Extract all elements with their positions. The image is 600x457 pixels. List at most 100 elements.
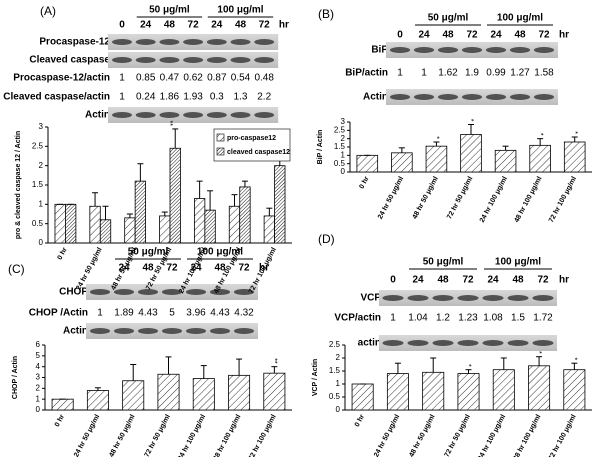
row-label: Actin — [85, 110, 110, 121]
x-tick-label: 72 hr 50 μg/ml — [444, 413, 472, 457]
bar — [494, 149, 517, 173]
bar — [425, 145, 448, 173]
blot-band — [413, 47, 435, 53]
blot-band — [407, 295, 429, 301]
bar — [457, 373, 480, 411]
time-label: 48 — [142, 263, 154, 274]
time-label: 48 — [437, 275, 449, 286]
group-label: 100 μg/ml — [497, 13, 543, 24]
y-tick-label: 2.5 — [334, 125, 346, 134]
group-label: 50 μg/ml — [423, 257, 464, 268]
ratio-value: 1.89 — [114, 308, 134, 319]
significance: ** — [166, 120, 173, 126]
y-axis-label: pro & cleaved caspase 12 / Actin — [15, 131, 22, 239]
x-tick-label: 48 hr 100 μg/ml — [212, 413, 242, 457]
y-tick-label: 0.5 — [32, 219, 44, 228]
blot-band — [485, 94, 507, 100]
time-label: 24 — [118, 263, 130, 274]
x-tick-label: 72 hr 100 μg/ml — [548, 175, 578, 223]
blot-band — [509, 47, 531, 53]
group-label: 50 μg/ml — [128, 247, 169, 258]
bar — [204, 209, 216, 244]
y-tick-label: 3 — [341, 117, 346, 126]
blot-band — [89, 289, 111, 295]
bar — [193, 198, 206, 244]
x-tick-label: 0 hr — [54, 413, 66, 428]
blot-band — [206, 39, 227, 45]
blot-band — [507, 340, 529, 346]
row-label: Actin — [63, 326, 88, 337]
y-tick-label: 1 — [39, 199, 44, 208]
significance: * — [465, 364, 472, 367]
group-label: 50 μg/ml — [149, 5, 190, 16]
row-label: VCP/actin — [334, 313, 381, 324]
x-tick-label: 72 hr 100 μg/ml — [548, 413, 578, 457]
ratio-value: 4.43 — [138, 308, 158, 319]
ratio-value: 1.2 — [436, 313, 450, 324]
bar — [356, 154, 379, 173]
ratio-value: 1.08 — [483, 313, 503, 324]
blot-band — [233, 328, 255, 334]
time-label: 24 — [211, 20, 223, 31]
blot-band — [389, 47, 411, 53]
y-axis-label: CHOP / Actin — [12, 356, 19, 399]
blot-band — [254, 39, 275, 45]
significance: * — [467, 119, 474, 122]
y-tick-label: 5 — [36, 351, 41, 360]
blot-band — [382, 340, 404, 346]
time-label: 24 — [412, 275, 424, 286]
time-unit: hr — [279, 20, 289, 31]
x-tick-label: 48 hr 50 μg/ml — [408, 413, 436, 457]
bar — [563, 141, 586, 173]
x-tick-label: 24 hr 50 μg/ml — [73, 413, 101, 457]
blot-band — [112, 57, 132, 63]
x-tick-label: 72 hr 50 μg/ml — [446, 175, 474, 220]
ratio-value: 0.62 — [183, 73, 203, 84]
time-label: 72 — [538, 30, 550, 41]
row-label: Actin — [363, 92, 388, 103]
y-tick-label: 2 — [36, 383, 41, 392]
significance: * — [433, 136, 440, 139]
blot-band — [457, 340, 479, 346]
ratio-value: 1.3 — [234, 92, 248, 103]
y-tick-label: 0.5 — [334, 159, 346, 168]
row-label: BiP/actin — [345, 68, 388, 79]
blot-band — [482, 295, 504, 301]
blot-band — [382, 295, 404, 301]
blot-band — [230, 112, 251, 118]
blot-band — [159, 112, 180, 118]
ratio-value: 1.04 — [408, 313, 428, 324]
time-label: 48 — [512, 275, 524, 286]
blot-band — [137, 328, 159, 334]
time-label: 72 — [462, 275, 474, 286]
y-tick-label: 1.5 — [329, 366, 341, 375]
y-tick-label: 3 — [36, 373, 41, 382]
ratio-value: 1.5 — [511, 313, 525, 324]
legend-label: pro-caspase12 — [227, 135, 276, 142]
group-label: 100 μg/ml — [197, 247, 243, 258]
group-label: 100 μg/ml — [495, 257, 541, 268]
blot-band — [437, 94, 459, 100]
group-label: 100 μg/ml — [217, 5, 263, 16]
blot-band — [230, 57, 251, 63]
bar — [134, 180, 146, 244]
blot-band — [507, 295, 529, 301]
legend-swatch — [216, 147, 225, 156]
row-label: Cleaved caspase — [29, 55, 110, 66]
y-tick-label: 0.5 — [329, 392, 341, 401]
blot-band — [183, 112, 204, 118]
ratio-value: 2.2 — [257, 92, 271, 103]
blot-band — [112, 39, 132, 45]
blot-band — [161, 289, 183, 295]
bar — [124, 217, 136, 244]
blot-band — [206, 57, 227, 63]
row-label: CHOP — [59, 287, 88, 298]
ratio-value: 1.27 — [510, 68, 530, 79]
blot-band — [183, 39, 204, 45]
blot-band — [532, 295, 554, 301]
time-label: 0 — [397, 30, 403, 41]
time-label: 24 — [418, 30, 430, 41]
y-tick-label: 3 — [39, 122, 44, 131]
blot-band — [485, 47, 507, 53]
